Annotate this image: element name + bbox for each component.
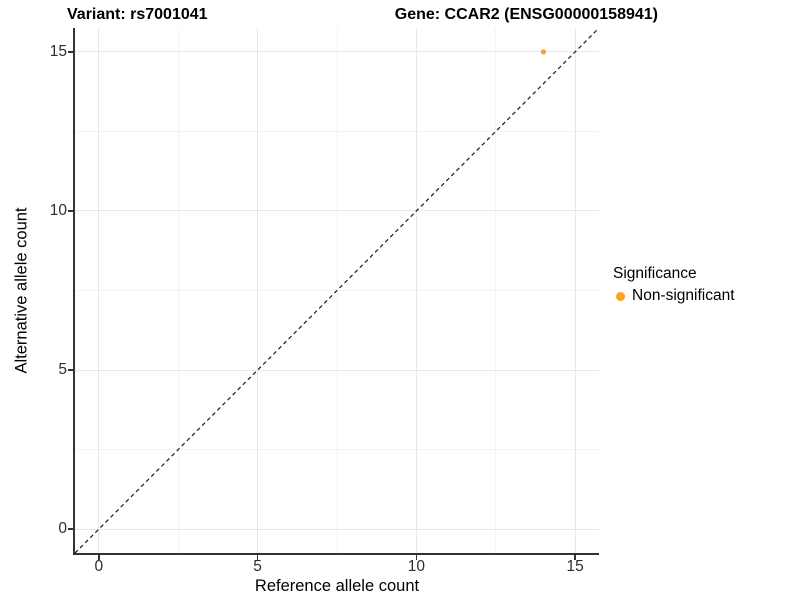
- y-gridline-major: [75, 51, 599, 53]
- y-gridline-major: [75, 369, 599, 371]
- x-tick-label: 10: [407, 558, 426, 575]
- x-gridline-major: [415, 28, 417, 553]
- y-tick-mark: [68, 210, 73, 212]
- y-tick-mark: [68, 51, 73, 53]
- legend: Significance Non-significant: [613, 264, 735, 306]
- y-gridline-minor: [75, 449, 599, 451]
- x-axis-title: Reference allele count: [254, 577, 420, 595]
- legend-title: Significance: [613, 265, 697, 282]
- x-tick-label: 5: [253, 558, 262, 575]
- y-gridline-major: [75, 528, 599, 530]
- legend-entry-label: Non-significant: [632, 287, 735, 304]
- y-tick-mark: [68, 528, 73, 530]
- plot-title-gene: Gene: CCAR2 (ENSG00000158941): [394, 6, 658, 23]
- y-axis-title-container: Alternative allele count: [11, 28, 33, 553]
- y-axis-title: Alternative allele count: [12, 207, 31, 374]
- x-tick-label: 15: [566, 558, 584, 575]
- plot-title-row: Variant: rs7001041 Gene: CCAR2 (ENSG0000…: [67, 5, 658, 24]
- y-tick-mark: [68, 369, 73, 371]
- x-axis-line: [73, 553, 599, 555]
- y-tick-label: 5: [58, 361, 67, 379]
- plot-data-layer: [75, 28, 599, 553]
- plot-title-variant: Variant: rs7001041: [67, 6, 208, 23]
- x-tick-mark: [98, 555, 100, 560]
- y-axis-line: [73, 28, 75, 555]
- x-gridline-major: [574, 28, 576, 553]
- legend-marker-circle: [616, 291, 625, 301]
- x-tick-mark: [256, 555, 259, 560]
- x-tick-mark: [574, 555, 576, 560]
- y-gridline-major: [75, 210, 599, 212]
- data-point: [540, 49, 547, 55]
- plot-panel: [75, 28, 599, 553]
- legend-entry: Non-significant: [613, 286, 735, 306]
- x-tick-mark: [415, 555, 418, 560]
- y-tick-label: 0: [58, 520, 67, 538]
- identity-reference-line: [75, 28, 599, 553]
- legend-entries: Non-significant: [613, 286, 735, 306]
- x-tick-label: 0: [94, 558, 104, 575]
- y-tick-label: 10: [49, 201, 67, 219]
- x-gridline-major: [257, 28, 259, 553]
- y-tick-label: 15: [49, 42, 67, 60]
- y-gridline-minor: [75, 130, 599, 132]
- x-gridline-major: [98, 28, 100, 553]
